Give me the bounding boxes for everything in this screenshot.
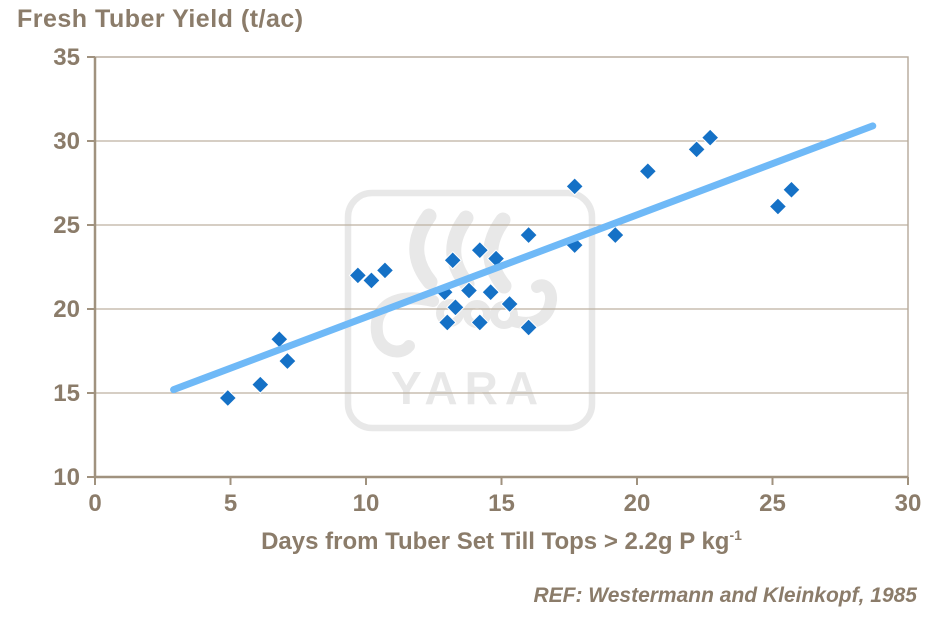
watermark-frame (344, 189, 596, 432)
data-point (500, 294, 519, 314)
y-tick-label: 30 (53, 128, 80, 155)
data-point (470, 313, 490, 332)
x-axis-label: Days from Tuber Set Till Tops > 2.2g P k… (95, 527, 908, 556)
data-point (278, 351, 297, 371)
data-point (687, 140, 706, 159)
axis-layer (87, 56, 909, 485)
data-point (481, 282, 500, 302)
data-point (446, 298, 465, 317)
data-point (443, 251, 462, 270)
x-tick-label: 20 (624, 490, 651, 517)
y-tick-label: 35 (53, 44, 80, 71)
data-points-layer (218, 128, 801, 408)
trend-line (170, 122, 877, 394)
data-point (218, 388, 237, 408)
x-tick-label: 15 (488, 490, 515, 517)
data-point (438, 313, 457, 332)
data-point (606, 225, 625, 245)
data-point (362, 271, 381, 290)
y-tick-label: 10 (53, 464, 80, 491)
x-axis-label-text: Days from Tuber Set Till Tops > 2.2g P k… (261, 528, 730, 555)
y-tick-label: 20 (53, 296, 80, 323)
reference-citation: REF: Westermann and Kleinkopf, 1985 (533, 584, 917, 607)
tick-label-layer: 10 15 20 25 30 35 0 5 10 15 20 25 30 (53, 44, 921, 517)
data-point (700, 128, 720, 147)
x-tick-label: 10 (353, 490, 380, 517)
data-point (459, 281, 479, 300)
data-point (348, 266, 368, 285)
data-point (519, 318, 538, 337)
trend-line-layer (170, 122, 877, 394)
data-point (782, 180, 801, 199)
chart-title: Fresh Tuber Yield (t/ac) (17, 5, 304, 33)
data-point (768, 197, 788, 216)
data-point (565, 177, 584, 196)
x-tick-label: 25 (759, 490, 786, 517)
y-tick-label: 15 (53, 380, 80, 407)
x-tick-label: 30 (895, 490, 922, 517)
x-tick-label: 0 (88, 490, 101, 517)
data-point (519, 225, 538, 245)
data-point (638, 162, 658, 181)
y-tick-label: 25 (53, 212, 80, 239)
yara-wordmark: YARA (391, 362, 545, 414)
x-tick-label: 5 (224, 490, 237, 517)
x-axis-label-superscript: -1 (729, 527, 742, 543)
data-point (251, 375, 270, 394)
data-point (375, 261, 395, 280)
data-point (470, 240, 490, 260)
